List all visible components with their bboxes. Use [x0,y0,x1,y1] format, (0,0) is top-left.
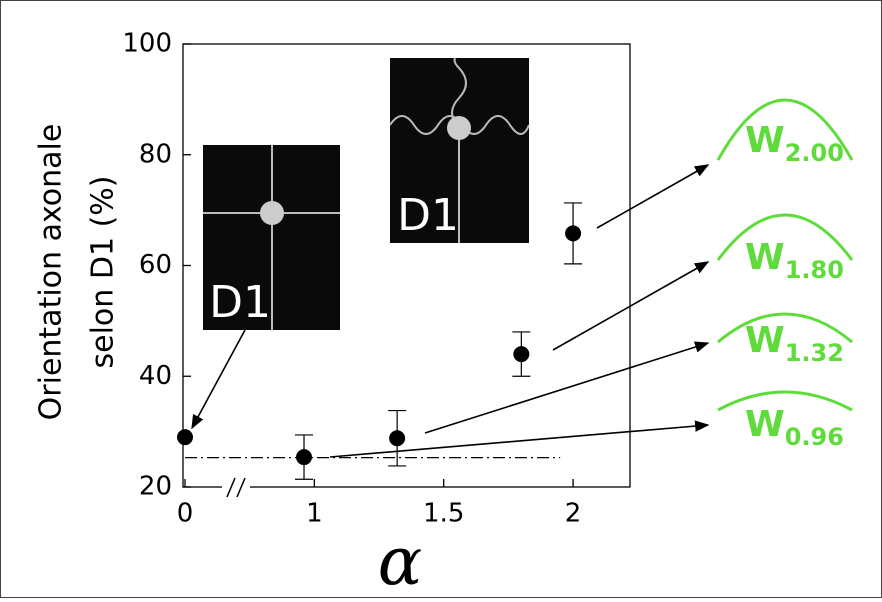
x-tick-label: 1 [306,499,323,529]
arc [717,390,853,412]
annotation-subscript: 1.80 [785,256,844,284]
point [565,225,582,242]
annotation-subscript: 0.96 [785,423,844,451]
annotation-letter: W [745,120,785,161]
inset-label: D1 [209,277,271,328]
inset-label: D1 [397,190,459,241]
y-tick-label: 80 [139,139,172,169]
y-label-line: Orientation axonale [34,124,69,421]
y-tick-label: 40 [139,361,172,391]
x-tick-label: 1.5 [423,499,464,529]
y-tick-label: 20 [139,472,172,502]
annotation-subscript: 2.00 [785,139,844,167]
point [177,429,193,446]
x-tick-label: 2 [565,499,582,529]
arc [716,98,854,161]
inset: D1 [203,145,340,330]
inset: D1 [389,57,530,243]
annotation-label: W0.96 [745,404,844,451]
point [513,346,530,363]
annotation-letter: W [745,320,785,361]
annotation-label: W2.00 [745,120,844,167]
y-tick-label: 100 [122,29,172,59]
annotation-subscript: 1.32 [785,339,844,367]
arc [716,213,854,261]
arrows [191,164,710,458]
y-tick-label: 60 [139,250,172,280]
annotation-label: W1.80 [745,237,844,284]
x-label: α [378,523,423,598]
annotation-letter: W [745,237,785,278]
axis-break [226,477,236,498]
point [389,430,406,447]
axis-break [222,480,250,494]
point [296,449,313,466]
y-label-line: selon D1 (%) [86,176,121,369]
x-tick-label: 0 [177,499,194,529]
annotation-letter: W [745,404,785,445]
axis-break [236,477,246,498]
arc [717,312,853,344]
y-label: Orientation axonale selon D1 (%) [34,124,121,421]
annotation-label: W1.32 [745,320,844,367]
